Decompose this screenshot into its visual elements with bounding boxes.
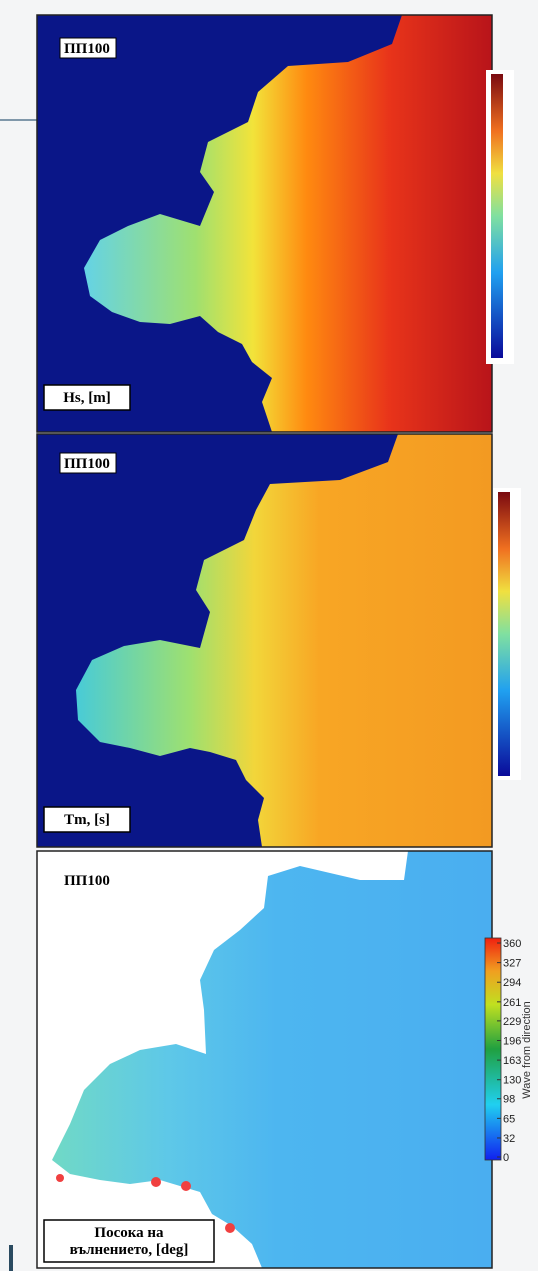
panel-label: Tm, [s]: [64, 812, 110, 828]
colorbar-title: Wave from direction: [521, 1001, 533, 1098]
panel-label: вълнението, [deg]: [70, 1242, 189, 1258]
figure: 360 327 294 261 229 196 163 130 98 65 32 0 Wave fro…: [0, 0, 538, 1271]
colorbar-tick-label: 130: [503, 1075, 521, 1087]
panel-tag: ПП100: [64, 41, 110, 57]
colorbar-tick-label: 294: [503, 977, 521, 989]
colorbar-tick-label: 360: [503, 938, 521, 950]
colorbar-tick-label: 327: [503, 958, 521, 970]
panel-tag: ПП100: [64, 456, 110, 472]
colorbar-tick-label: 229: [503, 1016, 521, 1028]
page: 360 327 294 261 229 196 163 130 98 65 32 0 Wave fro…: [0, 0, 538, 1271]
colorbar-tick-label: 196: [503, 1035, 521, 1047]
colorbar: [491, 74, 503, 358]
map-hs: [37, 15, 492, 432]
colorbar-tick-label: 98: [503, 1094, 515, 1106]
colorbar-tick-label: 32: [503, 1133, 515, 1145]
colorbar-tick-label: 65: [503, 1113, 515, 1125]
slide-bar: [9, 1245, 13, 1271]
panel-tag: ПП100: [64, 873, 110, 889]
colorbar: [498, 492, 510, 776]
colorbar-tick-label: 261: [503, 997, 521, 1009]
colorbar-tick-label: 163: [503, 1055, 521, 1067]
colorbar: [485, 938, 501, 1160]
map-direction: [37, 851, 492, 1268]
panel-label: Посока на: [94, 1225, 164, 1241]
panel-label: Hs, [m]: [63, 390, 111, 406]
colorbar-tick-label: 0: [503, 1152, 509, 1164]
map-tm: [37, 434, 492, 847]
